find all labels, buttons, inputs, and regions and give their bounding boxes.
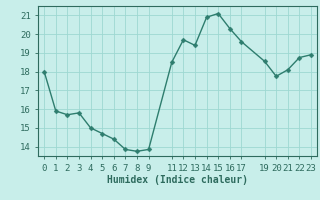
- X-axis label: Humidex (Indice chaleur): Humidex (Indice chaleur): [107, 175, 248, 185]
